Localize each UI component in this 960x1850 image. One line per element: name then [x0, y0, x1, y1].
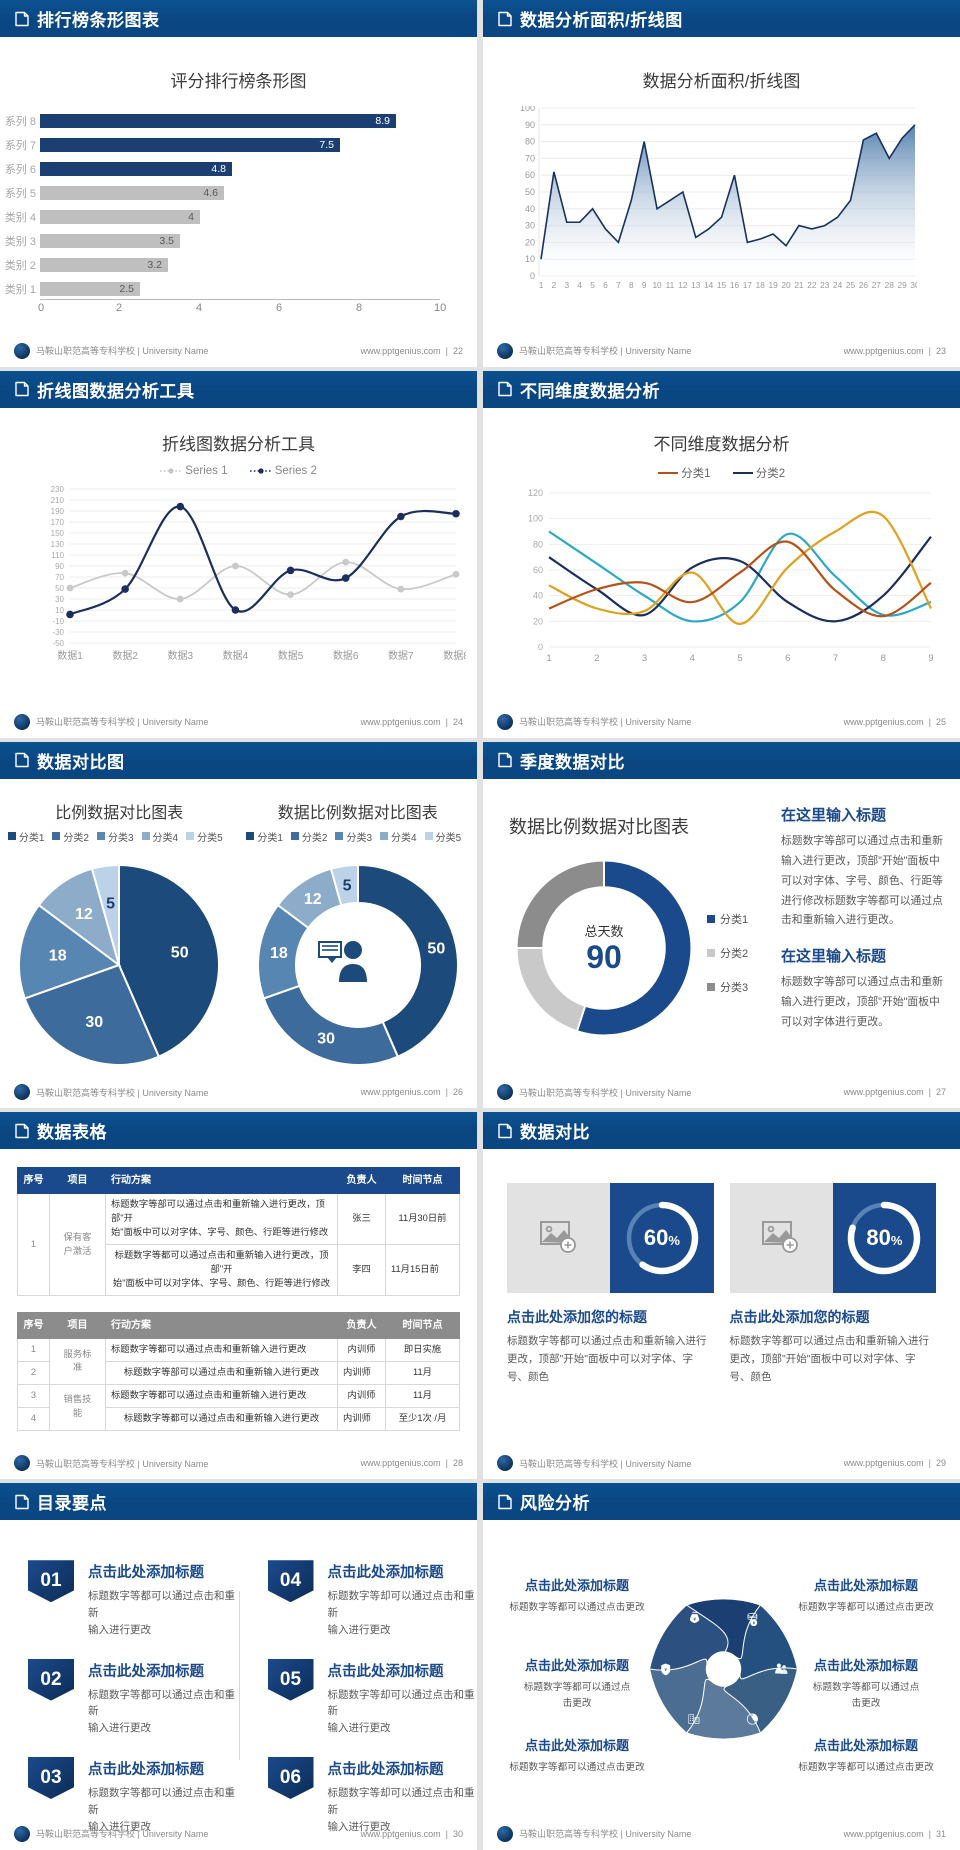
svg-text:150: 150	[51, 529, 65, 538]
svg-text:数据2: 数据2	[112, 649, 138, 662]
svg-text:210: 210	[51, 496, 65, 505]
svg-text:1: 1	[546, 653, 551, 664]
svg-text:6: 6	[603, 280, 608, 290]
svg-text:8: 8	[629, 280, 634, 290]
svg-text:0: 0	[530, 271, 535, 281]
svg-text:数据1: 数据1	[57, 649, 83, 662]
svg-text:18: 18	[49, 947, 67, 964]
svg-text:9: 9	[928, 653, 933, 664]
svg-text:12: 12	[304, 891, 322, 908]
svg-text:数据8: 数据8	[443, 649, 466, 662]
svg-text:2: 2	[552, 280, 557, 290]
svg-text:28: 28	[885, 280, 895, 290]
svg-text:3: 3	[564, 280, 569, 290]
svg-text:23: 23	[820, 280, 830, 290]
svg-text:90: 90	[525, 120, 535, 130]
svg-text:数据6: 数据6	[333, 649, 359, 662]
svg-text:70: 70	[525, 153, 535, 163]
svg-text:190: 190	[51, 507, 65, 516]
svg-text:50: 50	[525, 187, 535, 197]
svg-text:30: 30	[525, 221, 535, 231]
svg-text:100: 100	[528, 513, 543, 523]
svg-text:7: 7	[616, 280, 621, 290]
svg-text:30: 30	[86, 1013, 104, 1030]
svg-text:20: 20	[525, 237, 535, 247]
svg-text:数据3: 数据3	[168, 649, 194, 662]
svg-text:7: 7	[833, 653, 838, 664]
svg-text:数据5: 数据5	[278, 649, 304, 662]
svg-text:170: 170	[51, 518, 65, 527]
svg-text:-10: -10	[52, 617, 64, 626]
svg-text:60: 60	[533, 565, 543, 575]
svg-text:100: 100	[520, 106, 535, 113]
svg-text:5: 5	[590, 280, 595, 290]
svg-text:8: 8	[881, 653, 886, 664]
svg-text:50: 50	[171, 944, 189, 961]
svg-text:40: 40	[533, 590, 543, 600]
svg-text:10: 10	[525, 254, 535, 264]
svg-text:5: 5	[737, 653, 742, 664]
svg-text:-50: -50	[52, 639, 64, 648]
svg-text:10: 10	[55, 606, 64, 615]
svg-text:4: 4	[577, 280, 582, 290]
svg-text:5: 5	[342, 877, 351, 894]
svg-text:30: 30	[910, 280, 917, 290]
svg-text:数据4: 数据4	[223, 649, 249, 662]
svg-text:0: 0	[538, 642, 543, 652]
svg-text:20: 20	[781, 280, 791, 290]
svg-text:26: 26	[859, 280, 869, 290]
svg-text:20: 20	[533, 616, 543, 626]
svg-text:70: 70	[55, 573, 64, 582]
svg-text:30: 30	[55, 595, 64, 604]
svg-text:2: 2	[594, 653, 599, 664]
svg-text:50: 50	[55, 584, 64, 593]
svg-text:15: 15	[717, 280, 727, 290]
svg-text:3: 3	[642, 653, 647, 664]
svg-text:18: 18	[270, 945, 288, 962]
svg-text:14: 14	[704, 280, 714, 290]
svg-text:12: 12	[678, 280, 688, 290]
svg-text:21: 21	[794, 280, 804, 290]
svg-text:9: 9	[642, 280, 647, 290]
svg-text:10: 10	[652, 280, 662, 290]
svg-text:1: 1	[539, 280, 544, 290]
svg-text:12: 12	[75, 905, 93, 922]
svg-text:60: 60	[525, 170, 535, 180]
svg-text:13: 13	[691, 280, 701, 290]
svg-text:80: 80	[533, 539, 543, 549]
svg-text:110: 110	[51, 551, 64, 560]
svg-text:6: 6	[785, 653, 790, 664]
svg-text:130: 130	[51, 540, 65, 549]
svg-text:4: 4	[690, 653, 695, 664]
svg-text:120: 120	[528, 489, 543, 498]
svg-text:30: 30	[317, 1030, 335, 1047]
svg-text:11: 11	[666, 280, 675, 290]
svg-text:40: 40	[525, 204, 535, 214]
svg-text:16: 16	[730, 280, 740, 290]
svg-text:17: 17	[743, 280, 753, 290]
svg-text:29: 29	[897, 280, 907, 290]
svg-text:数据7: 数据7	[388, 649, 414, 662]
svg-text:50: 50	[427, 940, 445, 957]
svg-text:19: 19	[769, 280, 779, 290]
svg-text:27: 27	[872, 280, 882, 290]
svg-text:22: 22	[807, 280, 817, 290]
svg-text:18: 18	[756, 280, 766, 290]
svg-text:80: 80	[525, 137, 535, 147]
svg-text:5: 5	[106, 895, 115, 912]
svg-text:25: 25	[846, 280, 856, 290]
svg-text:24: 24	[833, 280, 843, 290]
svg-text:90: 90	[55, 562, 64, 571]
svg-text:-30: -30	[52, 628, 64, 637]
svg-text:230: 230	[51, 485, 65, 494]
